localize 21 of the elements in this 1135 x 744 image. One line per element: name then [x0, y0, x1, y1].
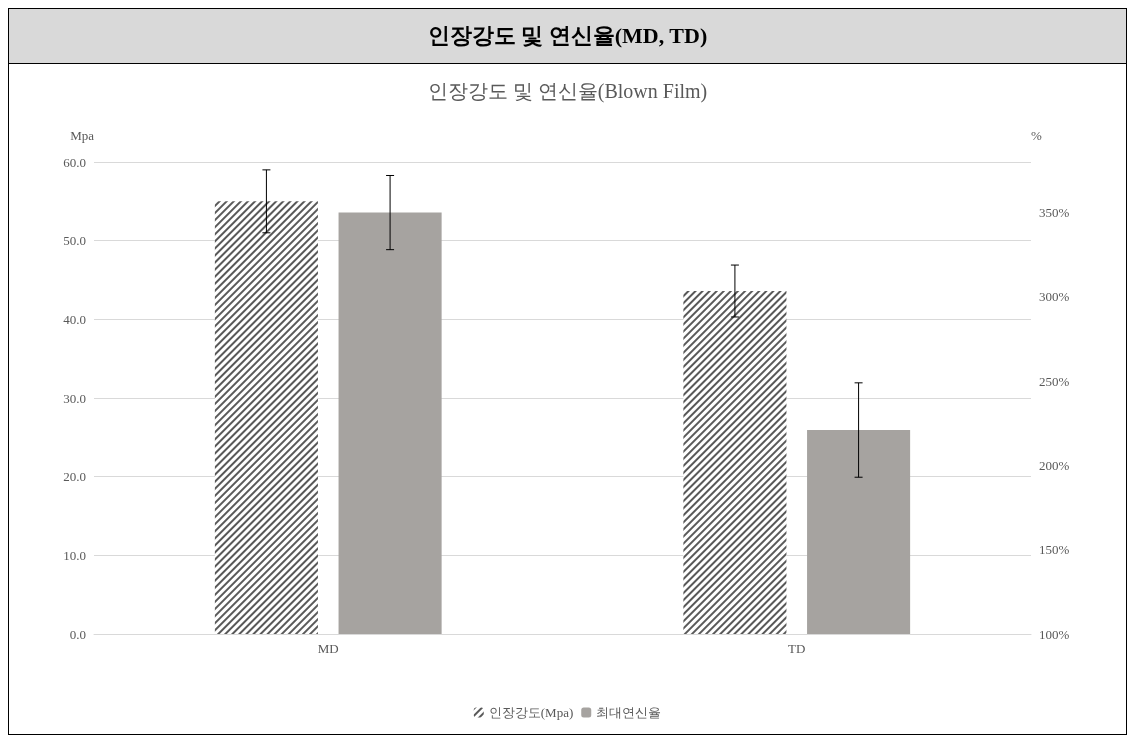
y2-tick-label: 100% [1039, 626, 1070, 642]
y-tick-label: 30.0 [63, 390, 86, 406]
legend-label: 인장강도(Mpa) [488, 705, 574, 720]
y-tick-label: 40.0 [63, 311, 86, 327]
y2-tick-label: 150% [1039, 542, 1070, 558]
y2-tick-label: 300% [1039, 289, 1070, 305]
y-axis-title: Mpa [70, 128, 95, 143]
y2-tick-label: 350% [1039, 205, 1070, 221]
y-tick-label: 10.0 [63, 547, 86, 563]
legend-label: 최대연신율 [596, 705, 662, 720]
y-tick-label: 60.0 [63, 154, 86, 170]
chart-title: 인장강도 및 연신율(MD, TD) [9, 9, 1126, 64]
chart-subtitle: 인장강도 및 연신율(Blown Film) [427, 80, 708, 103]
y-tick-label: 0.0 [69, 626, 86, 642]
y-tick-label: 50.0 [63, 233, 86, 249]
y-tick-label: 20.0 [63, 469, 86, 485]
y2-tick-label: 200% [1039, 457, 1070, 473]
y2-axis-title: % [1031, 128, 1042, 143]
x-tick-label: MD [317, 641, 339, 656]
x-tick-label: TD [788, 641, 806, 656]
y2-tick-label: 250% [1039, 373, 1070, 389]
